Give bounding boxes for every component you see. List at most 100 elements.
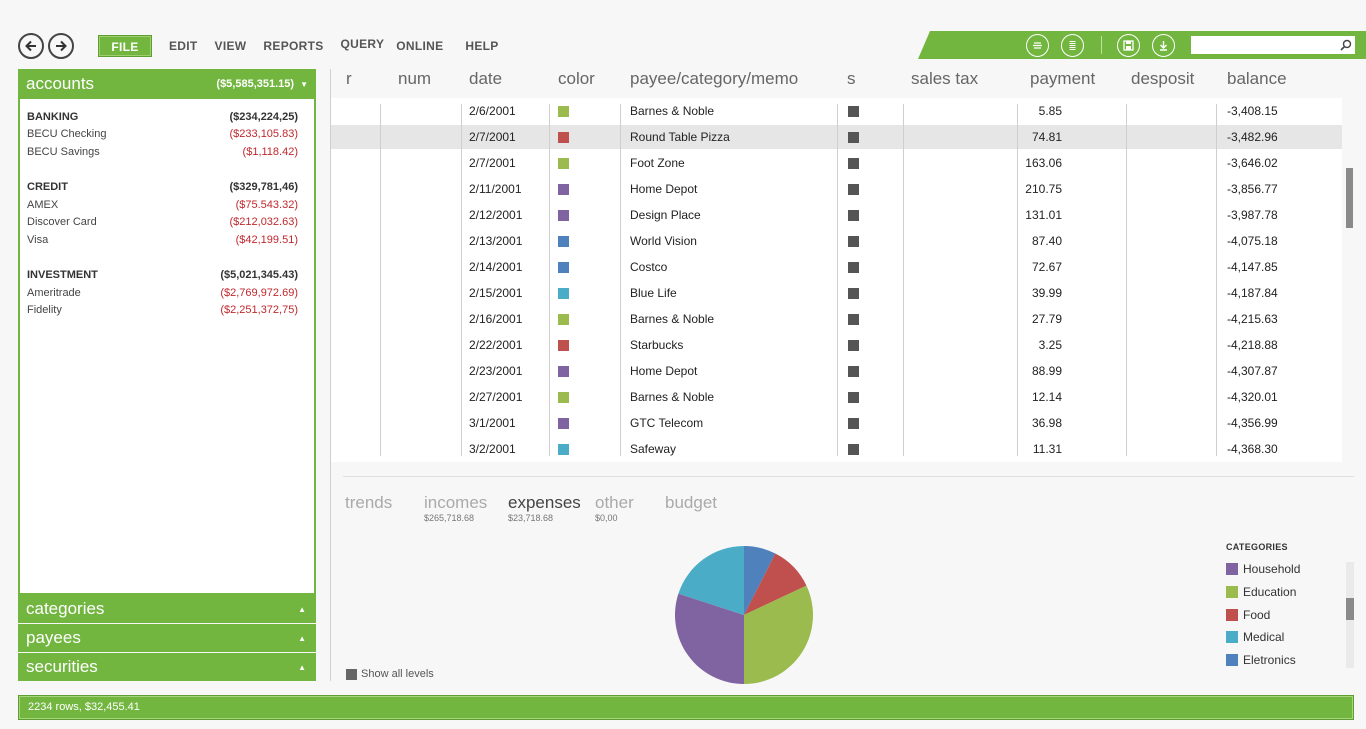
download-button[interactable] (1152, 34, 1175, 57)
status-box[interactable] (848, 418, 859, 429)
menu-edit[interactable]: EDIT (169, 39, 198, 53)
legend-label: Eletronics (1243, 653, 1296, 668)
table-row[interactable]: 2/16/2001 Barnes & Noble 27.79 -4,215.63 (331, 307, 1342, 331)
forward-button[interactable] (48, 33, 74, 59)
cell-date: 2/23/2001 (469, 364, 523, 378)
menu-help[interactable]: HELP (465, 39, 499, 53)
column-header-sales-tax[interactable]: sales tax (911, 69, 979, 88)
legend-item[interactable]: Eletronics (1226, 653, 1296, 667)
categories-panel-header[interactable]: categories ▲ (18, 595, 316, 623)
legend-item[interactable]: Food (1226, 608, 1270, 622)
legend-scrollbar-thumb[interactable] (1346, 598, 1354, 620)
panel-divider (330, 69, 331, 681)
table-row[interactable]: 3/1/2001 GTC Telecom 36.98 -4,356.99 (331, 411, 1342, 435)
table-scrollbar[interactable] (1345, 98, 1354, 462)
status-box[interactable] (848, 106, 859, 117)
cell-balance: -3,408.15 (1227, 104, 1278, 118)
cell-balance: -3,482.96 (1227, 130, 1278, 144)
column-header-payee[interactable]: payee/category/memo (630, 69, 799, 88)
table-row[interactable]: 2/11/2001 Home Depot 210.75 -3,856.77 (331, 177, 1342, 201)
pie-slice-eletronics[interactable] (744, 546, 776, 615)
account-item[interactable]: BECU Checking ($233,105.83) (27, 126, 298, 144)
column-header-s[interactable]: s (847, 69, 856, 88)
account-name: Visa (27, 233, 49, 246)
table-row[interactable]: 2/7/2001 Round Table Pizza 74.81 -3,482.96 (331, 125, 1342, 149)
menu-reports[interactable]: REPORTS (263, 39, 324, 53)
show-all-levels-label: Show all levels (361, 668, 434, 680)
column-header-date[interactable]: date (469, 69, 503, 88)
table-row[interactable]: 2/7/2001 Foot Zone 163.06 -3,646.02 (331, 151, 1342, 175)
pie-slice-medical[interactable] (678, 546, 744, 615)
menu-online[interactable]: ONLINE (396, 39, 444, 53)
table-row[interactable]: 2/15/2001 Blue Life 39.99 -4,187.84 (331, 281, 1342, 305)
menu-view[interactable]: VIEW (214, 39, 247, 53)
account-group-header[interactable]: BANKING ($234,224,25) (27, 108, 298, 126)
legend-item[interactable]: Medical (1226, 630, 1284, 644)
status-box[interactable] (848, 366, 859, 377)
table-row[interactable]: 2/23/2001 Home Depot 88.99 -4,307.87 (331, 359, 1342, 383)
account-item[interactable]: Ameritrade ($2,769,972.69) (27, 284, 298, 302)
account-amount: ($212,032.63) (229, 216, 299, 229)
securities-panel-header[interactable]: securities ▲ (18, 653, 316, 681)
cell-payee: Barnes & Noble (630, 104, 715, 118)
account-item[interactable]: BECU Savings ($1,118.42) (27, 143, 298, 161)
back-button[interactable] (18, 33, 44, 59)
table-row[interactable]: 2/6/2001 Barnes & Noble 5.85 -3,408.15 (331, 99, 1342, 123)
account-item[interactable]: Fidelity ($2,251,372,75) (27, 302, 298, 320)
tab-budget[interactable]: budget (665, 493, 717, 512)
table-row[interactable]: 2/14/2001 Costco 72.67 -4,147.85 (331, 255, 1342, 279)
status-box[interactable] (848, 236, 859, 247)
table-row[interactable]: 3/2/2001 Safeway 11.31 -4,368.30 (331, 437, 1342, 461)
legend-item[interactable]: Education (1226, 585, 1296, 599)
column-header-balance[interactable]: balance (1227, 69, 1287, 88)
search-input[interactable] (1191, 36, 1355, 54)
tab-other[interactable]: other (595, 493, 634, 512)
pie-slice-education[interactable] (744, 585, 813, 684)
status-box[interactable] (848, 262, 859, 273)
tab-incomes[interactable]: incomes (424, 493, 488, 512)
status-box[interactable] (848, 184, 859, 195)
column-header-color[interactable]: color (558, 69, 595, 88)
accounts-header[interactable]: accounts ($5,585,351.15) ▼ (18, 69, 316, 99)
column-header-r[interactable]: r (346, 69, 352, 88)
account-item[interactable]: Visa ($42,199.51) (27, 231, 298, 249)
legend-label: Education (1243, 584, 1297, 599)
column-header-num[interactable]: num (398, 69, 432, 88)
table-row[interactable]: 2/12/2001 Design Place 131.01 -3,987.78 (331, 203, 1342, 227)
account-item[interactable]: AMEX ($75.543.32) (27, 196, 298, 214)
column-header-deposit[interactable]: desposit (1131, 69, 1195, 88)
payees-panel-header[interactable]: payees ▲ (18, 624, 316, 652)
status-box[interactable] (848, 340, 859, 351)
status-box[interactable] (848, 444, 859, 455)
account-group-header[interactable]: CREDIT ($329,781,46) (27, 179, 298, 197)
table-row[interactable]: 2/13/2001 World Vision 87.40 -4,075.18 (331, 229, 1342, 253)
status-box[interactable] (848, 314, 859, 325)
table-row[interactable]: 2/22/2001 Starbucks 3.25 -4,218.88 (331, 333, 1342, 357)
categories-title: categories (26, 599, 105, 618)
menu-file[interactable]: FILE (98, 35, 152, 57)
tab-expenses[interactable]: expenses (508, 493, 581, 512)
legend-item[interactable]: Household (1226, 562, 1300, 576)
account-group-header[interactable]: INVESTMENT ($5,021,345.43) (27, 267, 298, 285)
details-button[interactable] (1061, 34, 1084, 57)
table-scrollbar-thumb[interactable] (1346, 168, 1353, 228)
other-total: $0,00 (595, 513, 618, 523)
list-button[interactable] (1026, 34, 1049, 57)
tab-trends[interactable]: trends (345, 493, 393, 512)
status-box[interactable] (848, 288, 859, 299)
table-row[interactable]: 2/27/2001 Barnes & Noble 12.14 -4,320.01 (331, 385, 1342, 409)
save-button[interactable] (1117, 34, 1140, 57)
status-box[interactable] (848, 158, 859, 169)
pie-slice-food[interactable] (744, 553, 807, 615)
cell-payee: GTC Telecom (630, 416, 704, 430)
column-header-payment[interactable]: payment (1030, 69, 1096, 88)
menu-query[interactable]: QUERY (340, 37, 385, 51)
cell-date: 2/27/2001 (469, 390, 523, 404)
account-item[interactable]: Discover Card ($212,032.63) (27, 214, 298, 232)
show-all-levels-checkbox[interactable]: Show all levels (346, 668, 434, 680)
status-box[interactable] (848, 210, 859, 221)
pie-slice-household[interactable] (675, 593, 744, 684)
status-box[interactable] (848, 392, 859, 403)
status-box[interactable] (848, 132, 859, 143)
search-icon[interactable] (1339, 38, 1353, 52)
